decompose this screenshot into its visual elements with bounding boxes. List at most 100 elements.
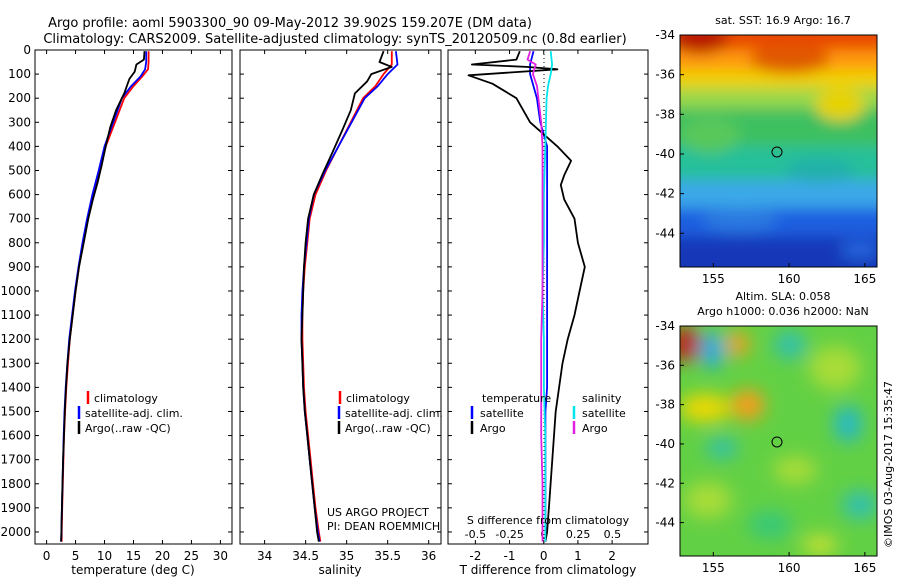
lon-tick-label: 165 xyxy=(853,561,876,575)
series-line-temperature-argo xyxy=(467,50,586,542)
series-line-satellite-adj-clim xyxy=(60,51,148,542)
sla-map-frame xyxy=(679,325,878,557)
difference-panel: -2 -1 0 1 2 -0.5 -0.25 0 0.25 0.5 S difference f… xyxy=(447,49,649,577)
legend-clim-label: climatology xyxy=(346,392,410,405)
lat-tick-label: -42 xyxy=(655,187,675,201)
temperature-legend: climatology satellite-adj. clim. Argo(..… xyxy=(77,391,183,435)
figure-title-line2: Climatology: CARS2009. Satellite-adjuste… xyxy=(43,32,626,47)
depth-tick-label: 1400 xyxy=(0,380,31,394)
s-tick-label: 0 xyxy=(540,528,547,541)
x-tick-label: 5 xyxy=(72,549,80,563)
sst-map: sat. SST: 16.9 Argo: 16.7 xyxy=(655,14,878,286)
lat-tick-label: -36 xyxy=(655,358,675,372)
difference-lines xyxy=(467,50,586,542)
x-tick-label: 15 xyxy=(126,549,141,563)
sla-field xyxy=(680,326,877,556)
depth-tick-label: 800 xyxy=(8,236,31,250)
legend-salinity-heading: salinity xyxy=(582,392,622,405)
s-tick-label: 0.25 xyxy=(566,528,591,541)
x-tick-label: 34.5 xyxy=(292,549,319,563)
difference-legend: temperature satellite Argo salinity sate… xyxy=(470,392,626,435)
sst-map-title: sat. SST: 16.9 Argo: 16.7 xyxy=(715,14,851,27)
temperature-axis-ticks: 0 5 10 15 20 25 30 xyxy=(43,50,228,563)
lon-tick-label: 165 xyxy=(853,272,876,286)
salinity-plot-frame xyxy=(239,49,442,545)
series-line-argo-raw-qc xyxy=(300,50,393,542)
sla-map-ticks: -34 -36 -38 -40 -42 -44 155 160 165 xyxy=(655,319,876,575)
salinity-lines xyxy=(300,50,399,542)
temperature-plot-frame xyxy=(34,49,233,545)
sst-field xyxy=(680,35,877,267)
depth-tick-label: 600 xyxy=(8,188,31,202)
series-line-salinity-argo xyxy=(526,50,544,542)
x-tick-label: 20 xyxy=(155,549,170,563)
sla-profile-marker xyxy=(771,436,783,448)
t-difference-ticks: -2 -1 0 1 2 xyxy=(469,50,616,563)
s-tick-label: -0.5 xyxy=(465,528,486,541)
lat-tick-label: -38 xyxy=(655,398,675,412)
depth-tick-label: 1500 xyxy=(0,404,31,418)
x-tick-label: 10 xyxy=(97,549,112,563)
depth-tick-label: 500 xyxy=(8,163,31,177)
depth-tick-label: 1900 xyxy=(0,501,31,515)
depth-tick-label: 700 xyxy=(8,212,31,226)
t-difference-label: T difference from climatology xyxy=(459,563,637,577)
series-line-climatology xyxy=(301,51,393,542)
depth-tick-label: 1600 xyxy=(0,429,31,443)
sst-map-frame xyxy=(679,34,878,268)
x-tick-label: -2 xyxy=(469,549,481,563)
lat-tick-label: -38 xyxy=(655,107,675,121)
depth-tick-label: 0 xyxy=(23,43,31,57)
depth-tick-label: 400 xyxy=(8,139,31,153)
x-tick-label: 35 xyxy=(339,549,354,563)
s-tick-label: -0.25 xyxy=(495,528,523,541)
legend-sat-label: satellite-adj. clim. xyxy=(85,407,183,420)
sst-map-ticks: -34 -36 -38 -40 -42 -44 155 160 165 xyxy=(655,28,876,286)
sst-profile-marker xyxy=(771,146,783,158)
x-tick-label: 36 xyxy=(421,549,436,563)
x-tick-label: 0 xyxy=(43,549,51,563)
depth-tick-label: 300 xyxy=(8,115,31,129)
legend-sat-label: satellite-adj. clim. xyxy=(345,407,443,420)
depth-tick-label: 900 xyxy=(8,260,31,274)
series-line-argo-raw-qc xyxy=(60,51,146,542)
lat-tick-label: -40 xyxy=(655,437,675,451)
salinity-axis-label: salinity xyxy=(318,563,361,577)
depth-tick-label: 1300 xyxy=(0,356,31,370)
series-line-satellite-adj-clim xyxy=(300,51,399,542)
s-tick-label: 0.5 xyxy=(604,528,622,541)
salinity-axis-ticks: 34 34.5 35 35.5 36 xyxy=(257,50,436,563)
legend-temperature-heading: temperature xyxy=(482,392,551,405)
difference-plot-frame xyxy=(447,49,649,545)
depth-tick-label: 200 xyxy=(8,91,31,105)
figure-title-line1: Argo profile: aoml 5903300_90 09-May-201… xyxy=(48,16,532,31)
temperature-lines xyxy=(60,51,150,542)
legend-t-sat-label: satellite xyxy=(480,407,524,420)
project-line2: PI: DEAN ROEMMICH xyxy=(327,520,440,533)
legend-argo-label: Argo(..raw -QC) xyxy=(345,422,431,435)
lon-tick-label: 155 xyxy=(702,272,725,286)
x-tick-label: 35.5 xyxy=(374,549,401,563)
depth-tick-label: 1200 xyxy=(0,332,31,346)
legend-s-sat-label: satellite xyxy=(582,407,626,420)
x-tick-label: 34 xyxy=(257,549,272,563)
difference-depth-ticks xyxy=(448,49,648,533)
x-tick-label: 30 xyxy=(213,549,228,563)
legend-s-argo-label: Argo xyxy=(582,422,608,435)
depth-axis-ticks: 0 100 200 300 400 500 600 700 800 900 1000 1100 1200… xyxy=(0,43,232,539)
sla-map-title-line2: Argo h1000: 0.036 h2000: NaN xyxy=(697,305,869,318)
lat-tick-label: -42 xyxy=(655,476,675,490)
s-difference-label: S difference from climatology xyxy=(467,514,630,527)
lat-tick-label: -36 xyxy=(655,68,675,82)
series-line-salinity-satellite xyxy=(541,51,553,542)
lat-tick-label: -40 xyxy=(655,147,675,161)
depth-tick-label: 1000 xyxy=(0,284,31,298)
lat-tick-label: -34 xyxy=(655,28,675,42)
x-tick-label: 1 xyxy=(574,549,582,563)
depth-tick-label: 1700 xyxy=(0,453,31,467)
lon-tick-label: 155 xyxy=(702,561,725,575)
x-tick-label: 25 xyxy=(184,549,199,563)
legend-clim-label: climatology xyxy=(94,392,158,405)
x-tick-label: -1 xyxy=(504,549,516,563)
